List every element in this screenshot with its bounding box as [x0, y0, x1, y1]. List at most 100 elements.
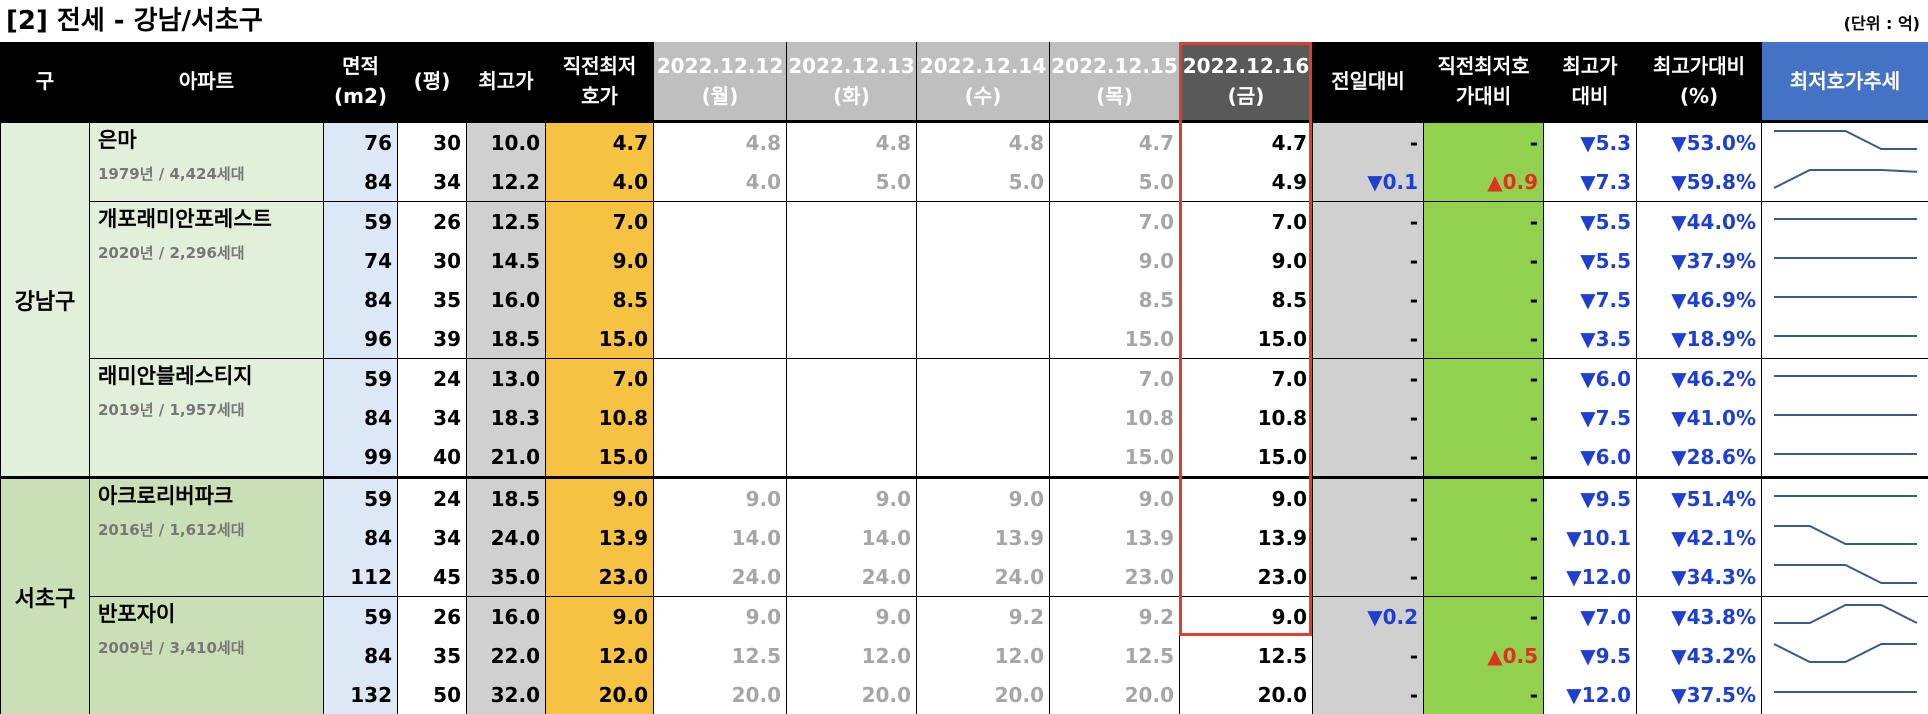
value-cell: 15.0	[1050, 437, 1180, 478]
value-cell: 13.9	[546, 518, 654, 557]
trend-cell	[1762, 478, 1928, 519]
value-cell: 20.0	[1050, 675, 1180, 714]
value-cell: -	[1424, 518, 1544, 557]
value-cell: ▼53.0%	[1637, 122, 1762, 163]
value-cell: 32.0	[467, 675, 546, 714]
value-cell: 9.0	[654, 478, 787, 519]
value-cell: 30	[398, 122, 467, 163]
value-cell: ▼7.5	[1544, 280, 1637, 319]
header-cell: (평)	[398, 42, 467, 122]
value-cell: 23.0	[546, 557, 654, 597]
value-cell: 15.0	[546, 319, 654, 359]
empty-cell	[917, 398, 1050, 437]
value-cell: 14.0	[654, 518, 787, 557]
empty-cell	[654, 359, 787, 399]
sparkline	[1762, 636, 1928, 670]
value-cell: 59	[324, 597, 398, 637]
value-cell: 84	[324, 398, 398, 437]
value-cell: 12.5	[467, 202, 546, 242]
value-cell: 7.0	[546, 359, 654, 399]
value-cell: ▼43.8%	[1637, 597, 1762, 637]
value-cell: 23.0	[1180, 557, 1313, 597]
district-cell: 서초구	[1, 478, 90, 714]
value-cell: 21.0	[467, 437, 546, 478]
value-cell: -	[1313, 636, 1424, 675]
value-cell: -	[1313, 518, 1424, 557]
value-cell: 12.2	[467, 162, 546, 202]
value-cell: 7.0	[1050, 202, 1180, 242]
trend-line	[1774, 131, 1917, 149]
value-cell: 4.0	[654, 162, 787, 202]
value-cell: 22.0	[467, 636, 546, 675]
value-cell: 9.0	[787, 597, 917, 637]
value-cell: -	[1313, 241, 1424, 280]
header-cell: 면적 (m2)	[324, 42, 398, 122]
value-cell: 4.7	[1050, 122, 1180, 163]
value-cell: 4.8	[654, 122, 787, 163]
value-cell: 40	[398, 437, 467, 478]
value-cell: ▼37.9%	[1637, 241, 1762, 280]
trend-cell	[1762, 122, 1928, 163]
value-cell: 84	[324, 636, 398, 675]
value-cell: 84	[324, 280, 398, 319]
value-cell: ▼7.5	[1544, 398, 1637, 437]
trend-cell	[1762, 398, 1928, 437]
value-cell: 20.0	[787, 675, 917, 714]
value-cell: 15.0	[546, 437, 654, 478]
empty-cell	[654, 437, 787, 478]
trend-cell	[1762, 202, 1928, 242]
sparkline	[1762, 518, 1928, 552]
apartment-info: 2020년 / 2,296세대	[98, 236, 318, 270]
sparkline	[1762, 123, 1928, 157]
empty-cell	[654, 202, 787, 242]
value-cell: 10.8	[1050, 398, 1180, 437]
value-cell: 20.0	[654, 675, 787, 714]
value-cell: 18.5	[467, 319, 546, 359]
value-cell: -	[1313, 359, 1424, 399]
value-cell: 8.5	[1050, 280, 1180, 319]
value-cell: ▼18.9%	[1637, 319, 1762, 359]
value-cell: 99	[324, 437, 398, 478]
header-cell: 최고가대비 (%)	[1637, 42, 1762, 122]
value-cell: 4.7	[546, 122, 654, 163]
value-cell: 26	[398, 202, 467, 242]
value-cell: 24.0	[467, 518, 546, 557]
value-cell: 9.0	[546, 597, 654, 637]
value-cell: 16.0	[467, 280, 546, 319]
empty-cell	[917, 280, 1050, 319]
value-cell: ▼34.3%	[1637, 557, 1762, 597]
value-cell: 9.2	[1050, 597, 1180, 637]
header-cell: 최고가 대비	[1544, 42, 1637, 122]
value-cell: 9.2	[917, 597, 1050, 637]
value-cell: -	[1313, 398, 1424, 437]
value-cell: 4.0	[546, 162, 654, 202]
value-cell: 12.0	[546, 636, 654, 675]
value-cell: 34	[398, 398, 467, 437]
apartment-info: 2009년 / 3,410세대	[98, 631, 318, 665]
header-cell: 2022.12.14 (수)	[917, 42, 1050, 122]
value-cell: ▲0.9	[1424, 162, 1544, 202]
value-cell: -	[1313, 478, 1424, 519]
value-cell: 12.5	[1180, 636, 1313, 675]
value-cell: 9.0	[546, 241, 654, 280]
empty-cell	[654, 280, 787, 319]
value-cell: -	[1424, 557, 1544, 597]
value-cell: 24.0	[917, 557, 1050, 597]
value-cell: ▼6.0	[1544, 437, 1637, 478]
value-cell: -	[1424, 398, 1544, 437]
value-cell: 45	[398, 557, 467, 597]
value-cell: 8.5	[1180, 280, 1313, 319]
value-cell: 5.0	[1050, 162, 1180, 202]
value-cell: -	[1424, 241, 1544, 280]
value-cell: -	[1424, 478, 1544, 519]
value-cell: 7.0	[1180, 202, 1313, 242]
value-cell: 9.0	[1180, 597, 1313, 637]
district-cell: 강남구	[1, 122, 90, 478]
value-cell: 7.0	[1050, 359, 1180, 399]
header-cell: 직전최저 호가	[546, 42, 654, 122]
value-cell: ▼51.4%	[1637, 478, 1762, 519]
